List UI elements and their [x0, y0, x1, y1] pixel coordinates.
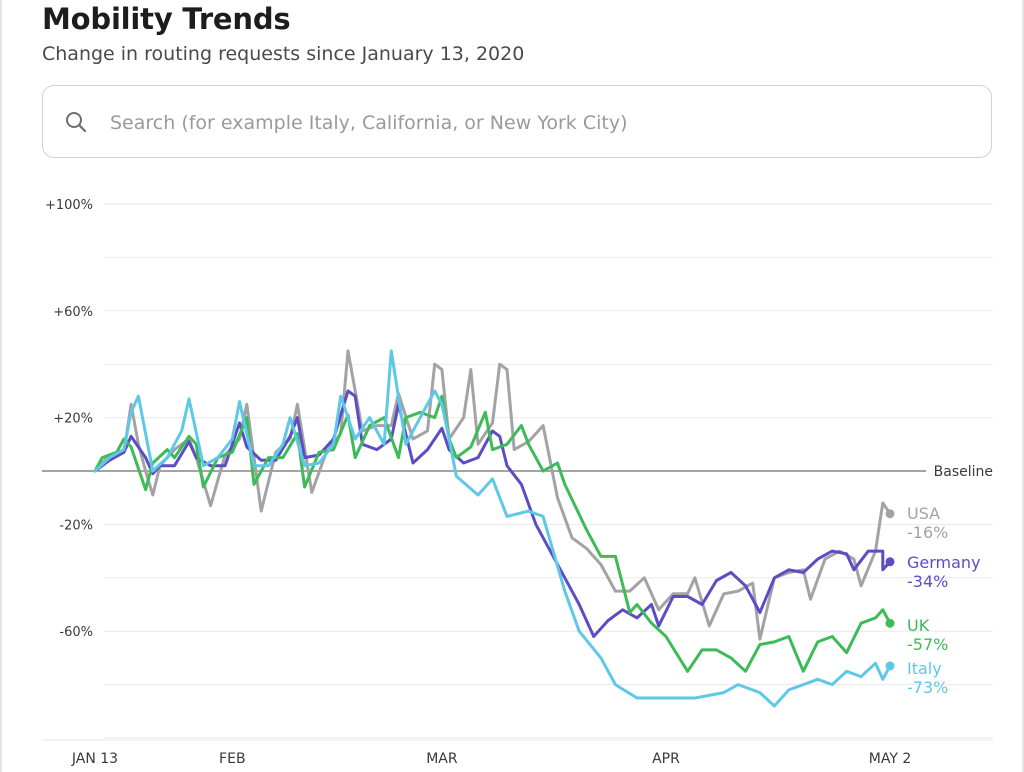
series-value-germany: -34%: [907, 572, 948, 591]
series-end-dot-usa: [885, 509, 895, 519]
baseline-label: Baseline: [934, 464, 993, 480]
y-tick-label: +100%: [45, 198, 93, 213]
y-tick-label: -20%: [59, 518, 93, 533]
chart-grid: [42, 203, 993, 741]
x-tick-label: MAY 2: [869, 751, 911, 767]
series-name-italy: Italy: [907, 659, 942, 678]
series-end-dot-uk: [885, 618, 895, 628]
x-tick-label: MAR: [426, 751, 458, 767]
baseline: Baseline: [42, 464, 993, 480]
series-name-uk: UK: [907, 616, 930, 635]
page-title: Mobility Trends: [42, 2, 291, 36]
series-name-germany: Germany: [907, 553, 981, 572]
page-subtitle: Change in routing requests since January…: [42, 43, 525, 65]
x-tick-label: JAN 13: [71, 751, 118, 767]
page-edge-right: [1022, 0, 1024, 772]
series-end-dot-germany: [885, 557, 895, 567]
y-tick-label: +20%: [53, 412, 93, 427]
series-end-dot-italy: [885, 661, 895, 671]
series-value-uk: -57%: [907, 635, 948, 654]
chart-series: [93, 349, 895, 708]
series-value-usa: -16%: [907, 523, 948, 542]
search-input[interactable]: [108, 104, 972, 142]
series-line-usa: [93, 349, 892, 641]
series-line-italy: [93, 349, 892, 708]
series-end-labels: USA-16% Germany-34% UK-57% Italy-73%: [907, 504, 981, 697]
series-line-germany: [93, 389, 892, 638]
y-tick-label: -60%: [59, 625, 93, 640]
y-axis-ticks: +100% +60% +20% -20% -60%: [45, 198, 93, 640]
x-tick-label: FEB: [219, 751, 246, 767]
page-edge-left: [0, 0, 2, 772]
search-icon: [66, 112, 87, 133]
series-value-italy: -73%: [907, 678, 948, 697]
series-line-uk: [93, 394, 892, 673]
x-tick-label: APR: [652, 751, 680, 767]
y-tick-label: +60%: [53, 305, 93, 320]
search-box[interactable]: [42, 85, 992, 158]
series-name-usa: USA: [907, 504, 940, 523]
x-axis-ticks: JAN 13 FEB MAR APR MAY 2: [71, 751, 911, 767]
